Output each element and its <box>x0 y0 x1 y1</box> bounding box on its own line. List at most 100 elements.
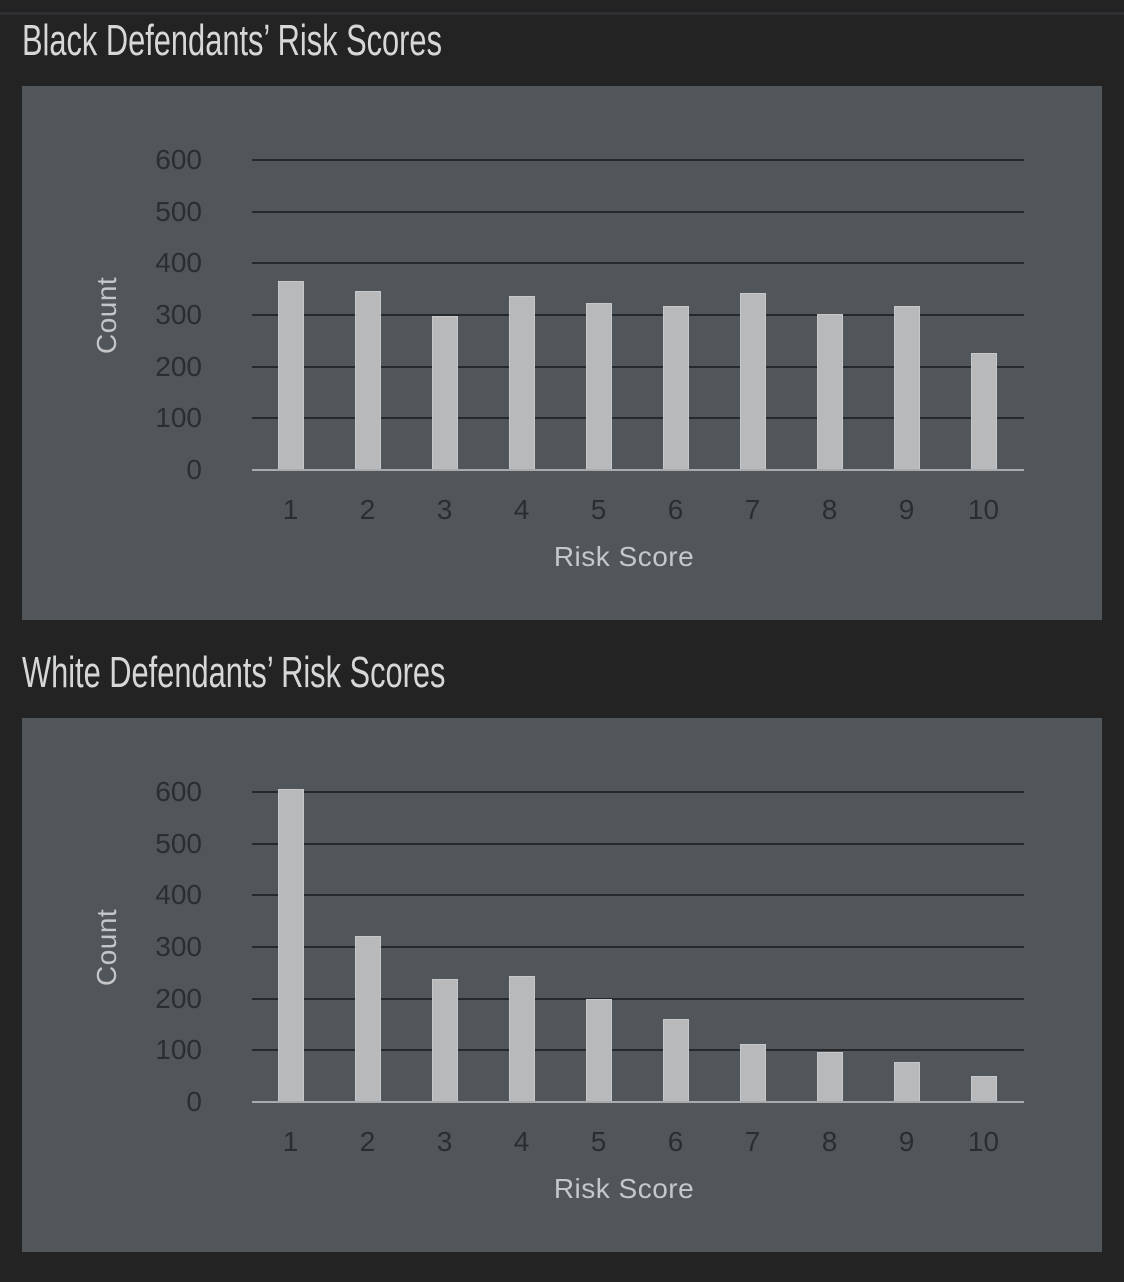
bar-slot-10 <box>945 160 1022 470</box>
bar-slot-10 <box>945 792 1022 1102</box>
bar-slot-5 <box>560 792 637 1102</box>
bar-slot-8 <box>791 160 868 470</box>
gridline-400 <box>252 262 1024 265</box>
y-tick-label-0: 0 <box>186 454 202 485</box>
y-tick-label-100: 100 <box>155 402 202 434</box>
gridline-500 <box>252 210 1024 213</box>
page: Black Defendants’ Risk Scores Count 0 100… <box>0 12 1124 1252</box>
bar-slot-2 <box>329 160 406 470</box>
x-tick-label-4: 4 <box>513 494 530 525</box>
chart-title: Black Defendants’ Risk Scores <box>22 16 442 65</box>
x-tick-label-6: 6 <box>667 1126 684 1157</box>
gridline-100 <box>252 417 1024 420</box>
x-tick-label-9: 9 <box>898 1126 915 1157</box>
bar-slot-1 <box>252 160 329 470</box>
gridline-300 <box>252 314 1024 316</box>
bar-risk-8 <box>816 1052 843 1102</box>
y-tick-label-200: 200 <box>155 350 202 382</box>
bar-risk-5 <box>585 998 612 1102</box>
gridline-400 <box>252 894 1024 897</box>
x-tick-label-6: 6 <box>667 494 684 525</box>
y-tick-label-0: 0 <box>186 1086 202 1117</box>
x-tick-label-1: 1 <box>282 494 299 525</box>
bar-risk-7 <box>739 292 766 470</box>
bar-risk-2 <box>354 936 381 1102</box>
x-tick-labels: 1 2 3 4 5 6 7 8 9 10 <box>252 496 1022 524</box>
y-tick-label-400: 400 <box>155 247 202 279</box>
bar-slot-3 <box>406 792 483 1102</box>
x-tick-label-7: 7 <box>744 494 761 525</box>
bar-risk-9 <box>893 306 920 470</box>
x-axis-title: Risk Score <box>553 1173 695 1204</box>
bar-risk-6 <box>662 1019 689 1102</box>
black-defendants-chart: Black Defendants’ Risk Scores Count 0 100… <box>22 12 1102 620</box>
x-tick-label-4: 4 <box>513 1126 530 1157</box>
bar-risk-3 <box>431 979 458 1102</box>
x-tick-label-3: 3 <box>436 1126 453 1157</box>
bar-slot-1 <box>252 789 329 1102</box>
bar-risk-8 <box>816 314 843 470</box>
x-tick-label-5: 5 <box>590 1126 607 1157</box>
chart-panel: Count 0 100 200 300 400 500 600 1 2 3 4 5 6 7 8 9 10 Ri… <box>22 86 1102 620</box>
y-tick-label-500: 500 <box>155 827 202 859</box>
bar-slot-4 <box>483 160 560 470</box>
y-tick-label-300: 300 <box>155 299 202 330</box>
bar-risk-9 <box>893 1062 920 1102</box>
bar-slot-6 <box>637 160 714 470</box>
bar-slot-4 <box>483 792 560 1102</box>
bar-slot-7 <box>714 792 791 1102</box>
bar-slot-6 <box>637 792 714 1102</box>
y-tick-label-100: 100 <box>155 1034 202 1066</box>
bar-risk-3 <box>431 316 458 470</box>
bar-risk-1 <box>277 789 304 1102</box>
white-defendants-chart: White Defendants’ Risk Scores Count 0 100… <box>22 644 1102 1252</box>
x-tick-label-8: 8 <box>821 494 838 525</box>
chart-panel: Count 0 100 200 300 400 500 600 1 2 3 4 5 6 7 8 9 10 Ri… <box>22 718 1102 1252</box>
x-axis-baseline <box>252 469 1024 471</box>
bar-risk-2 <box>354 291 381 470</box>
bar-risk-10 <box>970 1075 997 1102</box>
gridline-300 <box>252 946 1024 948</box>
bar-risk-6 <box>662 305 689 470</box>
chart-title: White Defendants’ Risk Scores <box>22 648 446 697</box>
x-tick-label-2: 2 <box>359 494 376 525</box>
gridline-200 <box>252 997 1024 1000</box>
bar-slot-8 <box>791 792 868 1102</box>
x-tick-label-8: 8 <box>821 1126 838 1157</box>
y-tick-label-600: 600 <box>155 776 202 807</box>
bar-risk-5 <box>585 303 612 470</box>
bars-layer <box>252 160 1022 470</box>
x-tick-label-7: 7 <box>744 1126 761 1157</box>
bar-slot-5 <box>560 160 637 470</box>
gridline-200 <box>252 365 1024 368</box>
bar-risk-7 <box>739 1043 766 1102</box>
x-tick-label-9: 9 <box>898 494 915 525</box>
gridline-600 <box>252 159 1024 161</box>
gridline-500 <box>252 842 1024 845</box>
y-tick-label-500: 500 <box>155 195 202 227</box>
y-tick-label-400: 400 <box>155 879 202 911</box>
x-tick-label-1: 1 <box>282 1126 299 1157</box>
bar-risk-1 <box>277 281 304 470</box>
bar-risk-4 <box>508 295 535 470</box>
x-axis-baseline <box>252 1101 1024 1103</box>
bar-slot-9 <box>868 160 945 470</box>
bar-slot-9 <box>868 792 945 1102</box>
x-tick-label-10: 10 <box>967 1126 1000 1157</box>
x-axis-title: Risk Score <box>553 541 695 572</box>
bar-risk-4 <box>508 976 535 1102</box>
x-tick-labels: 1 2 3 4 5 6 7 8 9 10 <box>252 1128 1022 1156</box>
y-tick-label-300: 300 <box>155 931 202 962</box>
y-tick-label-600: 600 <box>155 144 202 175</box>
bar-slot-3 <box>406 160 483 470</box>
page-top-border <box>0 12 1124 15</box>
bar-slot-2 <box>329 792 406 1102</box>
y-tick-label-200: 200 <box>155 982 202 1014</box>
bars-layer <box>252 789 1022 1102</box>
bar-slot-7 <box>714 160 791 470</box>
x-tick-label-5: 5 <box>590 494 607 525</box>
x-tick-label-10: 10 <box>967 494 1000 525</box>
x-tick-label-3: 3 <box>436 494 453 525</box>
x-tick-label-2: 2 <box>359 1126 376 1157</box>
gridline-100 <box>252 1049 1024 1052</box>
